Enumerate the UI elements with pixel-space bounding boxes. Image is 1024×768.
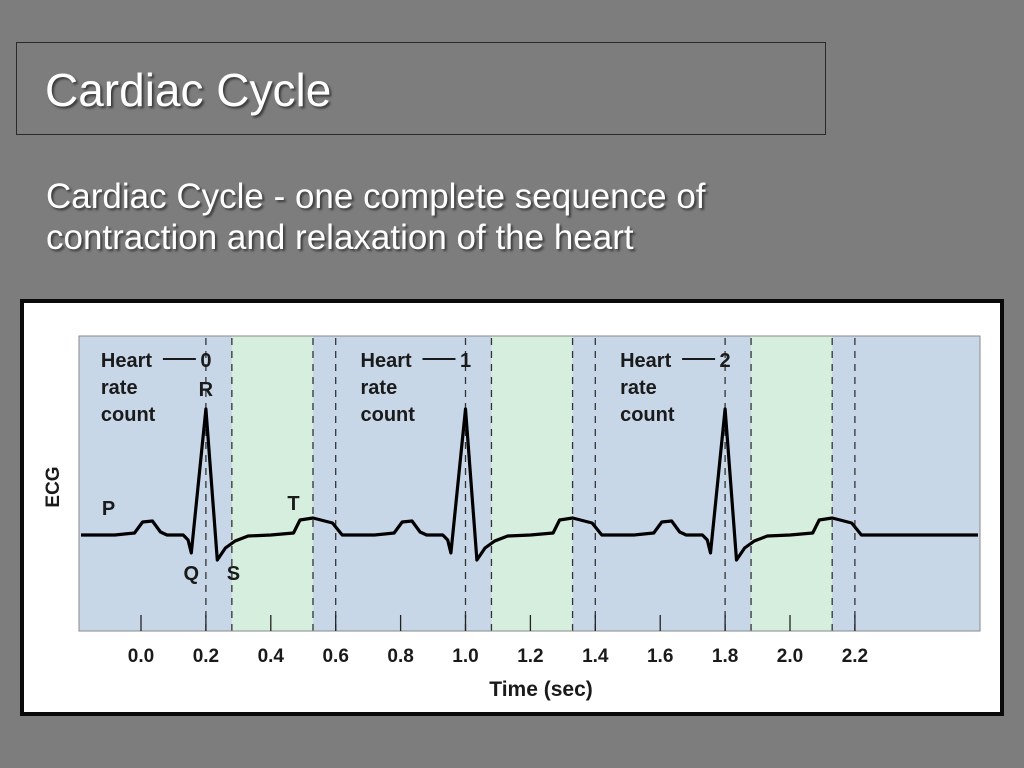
slide-title: Cardiac Cycle (45, 64, 332, 116)
x-tick-label: 2.0 (777, 646, 803, 667)
wave-label-t: T (287, 493, 299, 515)
heart-rate-label-0: count (101, 404, 156, 426)
wave-label-q: Q (184, 563, 200, 585)
background-bands (79, 336, 980, 631)
x-tick-label: 0.8 (387, 646, 413, 667)
x-tick-label: 1.0 (452, 646, 478, 667)
heart-rate-label-2: rate (620, 377, 657, 399)
wave-label-s: S (227, 563, 240, 585)
ecg-chart: 0.0 0.2 0.4 0.6 0.8 1.0 1.2 1.4 1.6 1.8 2.0 2.2 Hea… (43, 335, 981, 701)
slide-subtitle: Cardiac Cycle - one complete sequence of… (46, 177, 706, 257)
x-tick-label: 1.8 (712, 646, 738, 667)
y-axis-label: ECG (43, 466, 64, 507)
systole-band-2 (751, 336, 833, 631)
x-tick-label: 0.4 (258, 646, 285, 667)
ecg-trace (81, 407, 978, 562)
x-tick-label: 0.2 (193, 646, 219, 667)
heart-rate-label-0: Heart (101, 350, 152, 372)
heart-rate-label-1: rate (361, 377, 398, 399)
x-tick-label: 1.2 (517, 646, 543, 667)
systole-band-0 (231, 336, 313, 631)
heart-rate-label-1: count (361, 404, 416, 426)
ecg-figure: 0.0 0.2 0.4 0.6 0.8 1.0 1.2 1.4 1.6 1.8 2.0 2.2 Hea… (20, 299, 1004, 716)
x-axis-label: Time (sec) (489, 678, 593, 701)
x-tick-label: 0.6 (322, 646, 348, 667)
x-axis-ticks: 0.0 0.2 0.4 0.6 0.8 1.0 1.2 1.4 1.6 1.8 2.0 2.2 (128, 615, 868, 667)
annotations: Heart rate count 0 Heart rate count 1 Heart rate c… (101, 350, 731, 585)
x-tick-label: 1.4 (582, 646, 609, 667)
heart-rate-count-2: 2 (720, 350, 731, 372)
x-tick-label: 1.6 (647, 646, 673, 667)
title-box: Cardiac Cycle (16, 42, 826, 135)
dashed-markers (205, 338, 856, 631)
heart-rate-count-1: 1 (460, 350, 471, 372)
heart-rate-label-1: Heart (361, 350, 412, 372)
wave-label-p: P (102, 498, 115, 520)
systole-band-1 (491, 336, 573, 631)
heart-rate-count-0: 0 (200, 350, 211, 372)
x-tick-label: 2.2 (842, 646, 868, 667)
wave-label-r: R (199, 379, 214, 401)
plot-border (78, 335, 981, 632)
x-tick-label: 0.0 (128, 646, 154, 667)
heart-rate-label-2: Heart (620, 350, 671, 372)
heart-rate-label-2: count (620, 404, 675, 426)
heart-rate-label-0: rate (101, 377, 138, 399)
